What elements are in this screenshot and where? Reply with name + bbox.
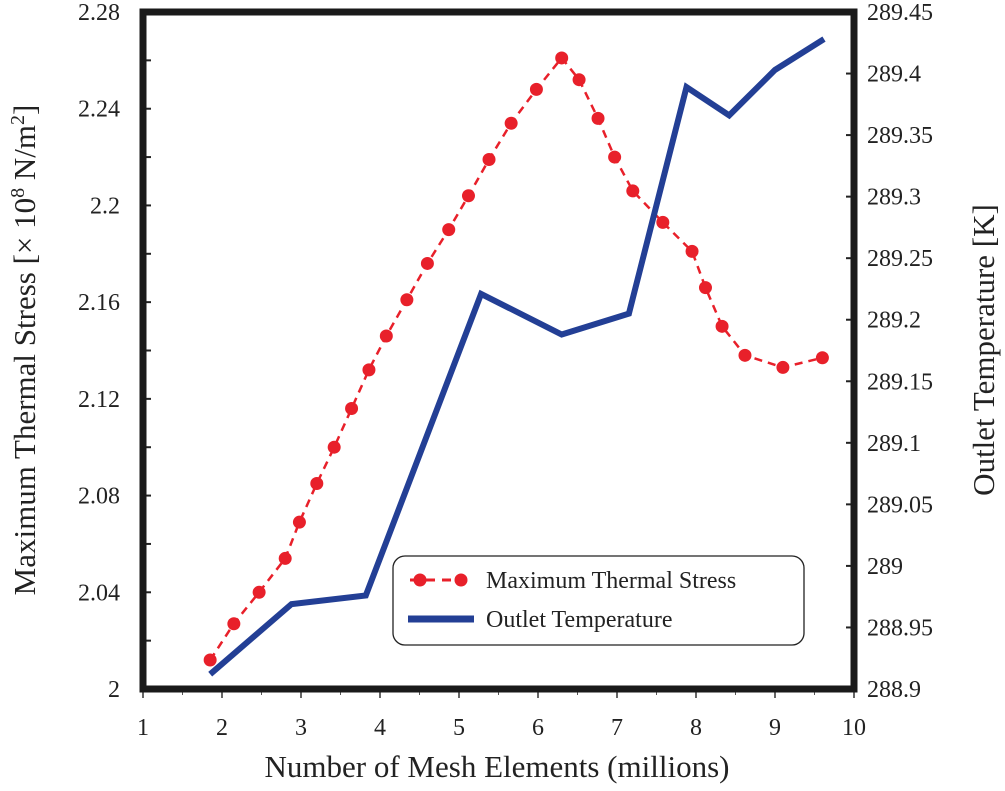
legend-stress-marker bbox=[454, 573, 468, 587]
x-tick-label: 1 bbox=[137, 715, 149, 741]
y-right-tick-label: 289.4 bbox=[867, 62, 921, 88]
y-right-tick-label: 289.05 bbox=[867, 492, 933, 518]
y-left-tick-label: 2.28 bbox=[78, 0, 120, 26]
y-axis-right-title: Outlet Temperature [K] bbox=[966, 204, 1001, 496]
y-left-tick-label: 2.24 bbox=[78, 97, 120, 123]
stress-series-point bbox=[685, 244, 699, 258]
x-axis-title: Number of Mesh Elements (millions) bbox=[265, 749, 730, 784]
stress-series-point bbox=[591, 111, 605, 125]
stress-series-point bbox=[379, 329, 393, 343]
legend-box bbox=[392, 555, 805, 646]
temperature-series-line bbox=[208, 36, 826, 677]
y-left-title-exponent: 8 bbox=[7, 188, 29, 198]
stress-series-point bbox=[715, 319, 729, 333]
y-left-tick-label: 2.08 bbox=[78, 484, 120, 510]
y-right-tick-label: 289.2 bbox=[867, 308, 921, 334]
y-right-tick-label: 289 bbox=[867, 554, 903, 580]
stress-series-point bbox=[572, 73, 586, 87]
legend-temperature-label: Outlet Temperature bbox=[486, 607, 672, 633]
y-right-tick-label: 289.3 bbox=[867, 185, 921, 211]
stress-series-point bbox=[310, 476, 324, 490]
stress-series-point bbox=[461, 189, 475, 203]
x-tick-label: 5 bbox=[453, 715, 465, 741]
y-left-tick-label: 2.16 bbox=[78, 290, 120, 316]
stress-series-point bbox=[252, 585, 266, 599]
x-tick-label: 2 bbox=[216, 715, 228, 741]
x-tick-label: 3 bbox=[295, 715, 307, 741]
stress-series-point bbox=[698, 281, 712, 295]
tick-labels: 1 2 3 4 5 6 7 8 9 1022.042.082.122.162.22.242.282… bbox=[78, 0, 933, 741]
stress-series-point bbox=[345, 402, 359, 416]
x-tick-label: 9 bbox=[769, 715, 781, 741]
y-left-tick-label: 2.04 bbox=[78, 580, 120, 606]
y-left-tick-label: 2 bbox=[108, 677, 120, 703]
stress-series-point bbox=[529, 82, 543, 96]
y-left-title-unit: N/m bbox=[7, 125, 42, 188]
stress-series-point bbox=[227, 617, 241, 631]
stress-series-point bbox=[400, 293, 414, 307]
stress-series-point bbox=[327, 440, 341, 454]
stress-series-point bbox=[608, 150, 622, 164]
x-tick-label: 8 bbox=[690, 715, 702, 741]
stress-series-point bbox=[656, 215, 670, 229]
y-left-tick-label: 2.12 bbox=[78, 387, 120, 413]
y-right-tick-label: 289.45 bbox=[867, 0, 933, 26]
x-tick-label: 4 bbox=[374, 715, 386, 741]
x-tick-label: 7 bbox=[611, 715, 623, 741]
legend-stress-label: Maximum Thermal Stress bbox=[486, 568, 736, 594]
stress-series-point bbox=[442, 223, 456, 237]
legend-stress-marker bbox=[413, 573, 427, 587]
y-right-tick-label: 289.35 bbox=[867, 123, 933, 149]
x-tick-label: 10 bbox=[842, 715, 866, 741]
x-tick-label: 6 bbox=[532, 715, 544, 741]
y-right-tick-label: 288.9 bbox=[867, 677, 921, 703]
stress-series-point bbox=[504, 116, 518, 130]
y-right-tick-label: 289.1 bbox=[867, 431, 921, 457]
legend: Maximum Thermal Stress Outlet Temperatur… bbox=[392, 555, 805, 646]
y-left-title-end: ] bbox=[7, 105, 42, 115]
y-axis-left-title: Maximum Thermal Stress [× 108 N/m2] bbox=[7, 105, 42, 596]
stress-series-point bbox=[776, 360, 790, 374]
y-right-tick-label: 289.25 bbox=[867, 246, 933, 272]
stress-series-point bbox=[815, 351, 829, 365]
y-left-title-square: 2 bbox=[7, 115, 29, 125]
stress-series-point bbox=[482, 152, 496, 166]
stress-series-point bbox=[555, 51, 569, 65]
series-layer bbox=[203, 36, 829, 677]
stress-series-point bbox=[278, 551, 292, 565]
y-left-tick-label: 2.2 bbox=[90, 193, 120, 219]
stress-series-point bbox=[626, 184, 640, 198]
stress-series-point bbox=[292, 515, 306, 529]
stress-series-point bbox=[362, 363, 376, 377]
stress-series-point bbox=[738, 348, 752, 362]
y-right-tick-label: 289.15 bbox=[867, 369, 933, 395]
y-right-tick-label: 288.95 bbox=[867, 615, 933, 641]
stress-series-point bbox=[420, 256, 434, 270]
plot-frame bbox=[139, 8, 858, 693]
stress-series-point bbox=[203, 653, 217, 667]
y-left-title-main: Maximum Thermal Stress [× 10 bbox=[7, 198, 42, 595]
